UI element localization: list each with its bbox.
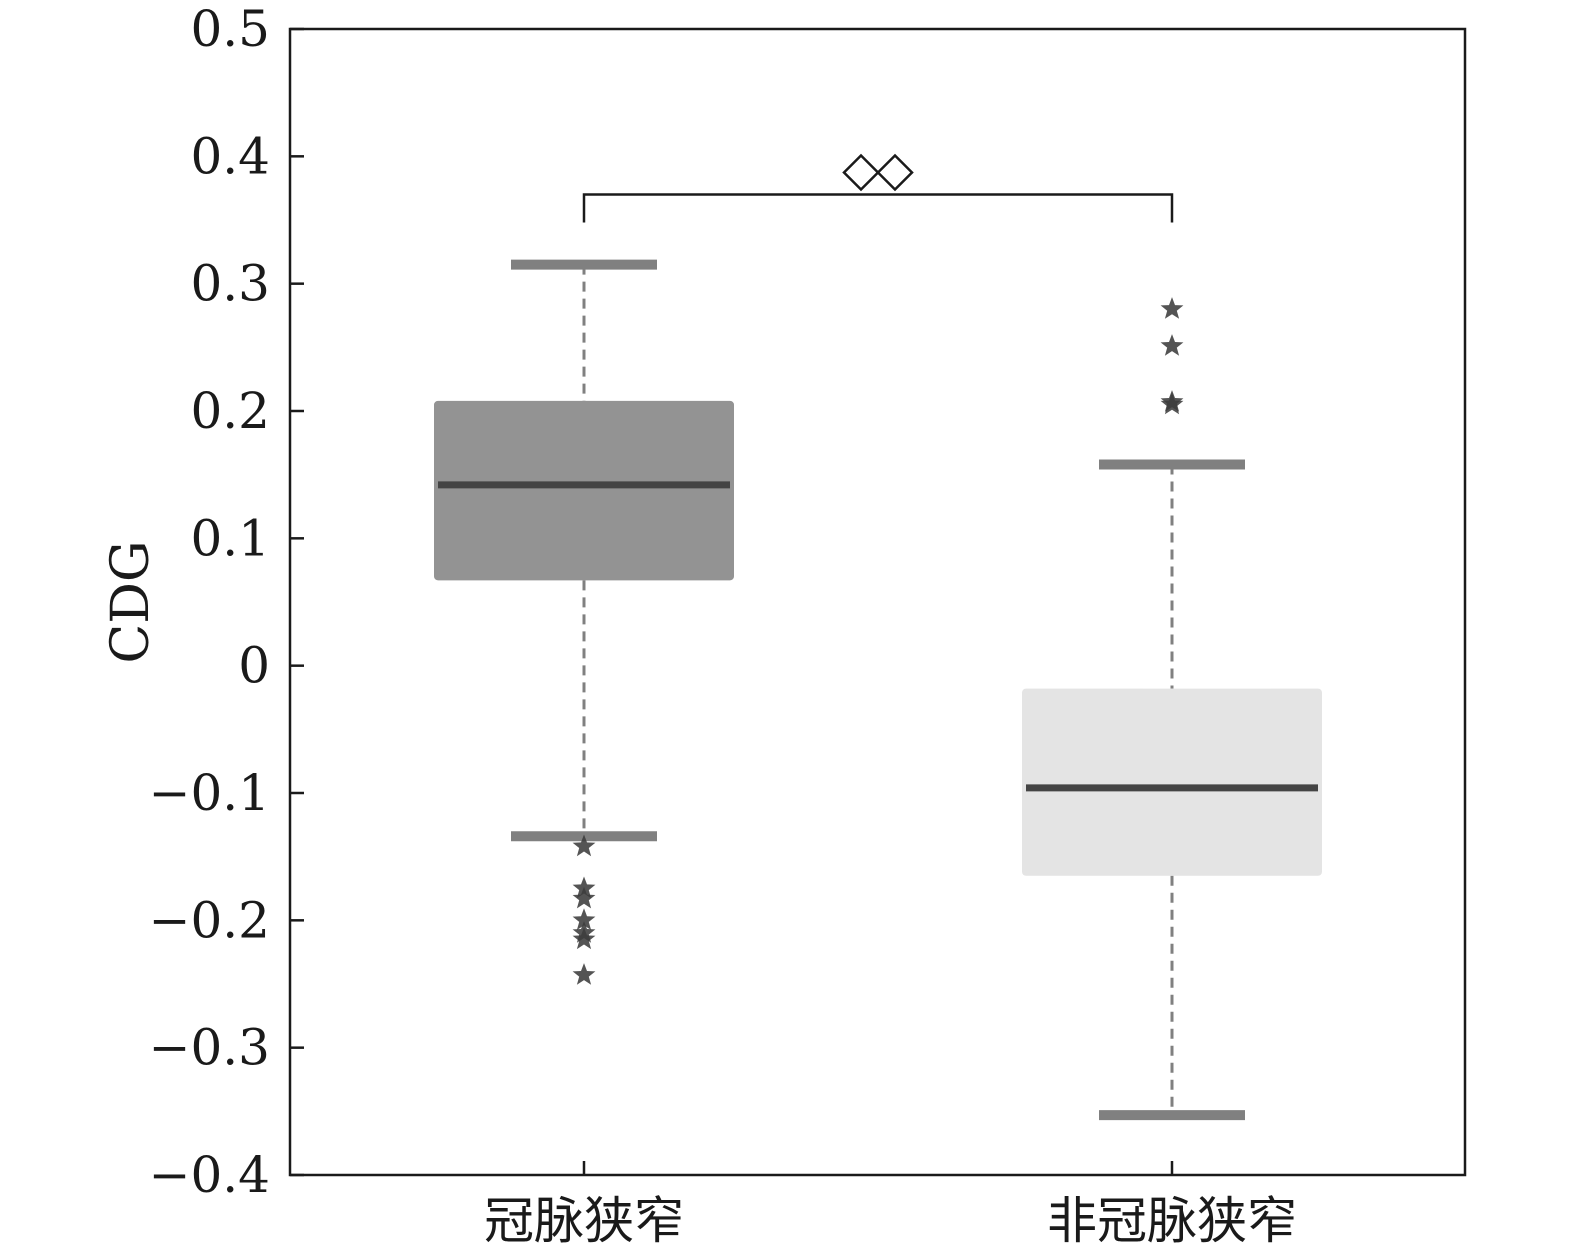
y-tick-label: −0.1 xyxy=(149,764,270,822)
outlier-marker xyxy=(1160,297,1184,319)
significance-diamond xyxy=(876,153,914,192)
box xyxy=(1022,688,1322,876)
y-tick-label: 0.5 xyxy=(190,0,270,58)
y-tick-label: 0 xyxy=(238,637,270,695)
outlier-marker xyxy=(572,963,596,985)
y-tick-label: 0.4 xyxy=(190,127,270,185)
y-axis-label: CDG xyxy=(101,540,161,663)
box-group xyxy=(1022,297,1322,1121)
plot-area: −0.4 −0.3 −0.2 −0.1 0 0.1 0.2 0.3 0.4 0.5 冠脉狭窄 非冠脉狭… xyxy=(149,0,1467,1250)
y-tick-label: −0.3 xyxy=(149,1019,270,1077)
y-tick-label: −0.4 xyxy=(149,1146,270,1204)
significance-diamond xyxy=(842,153,880,192)
outlier-marker xyxy=(572,908,596,930)
outlier-marker xyxy=(572,886,596,909)
outlier-marker xyxy=(572,927,596,950)
box-group xyxy=(434,259,734,985)
y-tick-label: 0.2 xyxy=(190,382,270,440)
y-tick-label: 0.3 xyxy=(190,255,270,313)
outlier-marker xyxy=(572,834,596,857)
y-tick-label: 0.1 xyxy=(190,509,270,567)
y-tick-label: −0.2 xyxy=(149,891,270,949)
outlier-marker xyxy=(1160,334,1184,356)
box xyxy=(434,400,734,581)
x-tick-label: 冠脉狭窄 xyxy=(484,1192,684,1250)
plot-frame xyxy=(288,27,1467,1177)
x-tick-label: 非冠脉狭窄 xyxy=(1047,1192,1297,1250)
outlier-marker xyxy=(1160,390,1184,412)
significance-bracket xyxy=(582,193,1174,223)
